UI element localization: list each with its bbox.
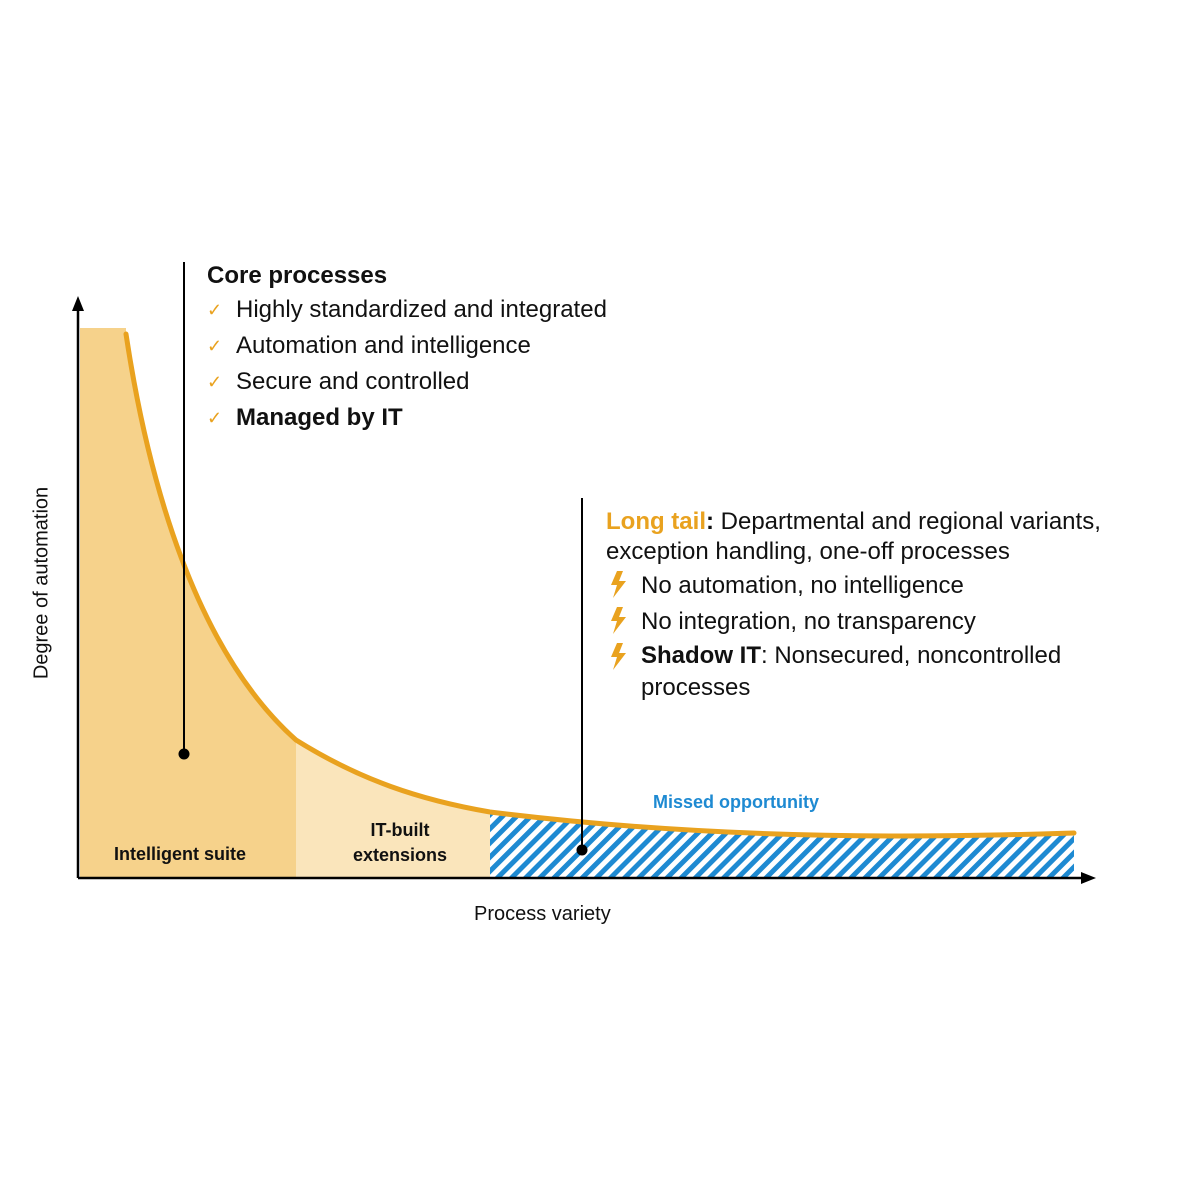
- intelligent-suite-area: [80, 328, 296, 877]
- list-item: ✓ Managed by IT: [207, 400, 607, 436]
- check-icon: ✓: [207, 336, 223, 356]
- long-tail-callout-dot: [576, 844, 588, 856]
- list-item: ✓ Highly standardized and integrated: [207, 292, 607, 328]
- x-axis-label: Process variety: [474, 903, 611, 925]
- list-item: No automation, no intelligence: [608, 568, 1061, 604]
- check-icon: ✓: [207, 372, 223, 392]
- lightning-bolt-icon: [611, 607, 626, 634]
- core-item-label: Automation and intelligence: [236, 332, 531, 359]
- long-tail-issues-list: No automation, no intelligence No integr…: [608, 568, 1061, 704]
- it-built-extensions-label: IT-built extensions: [340, 818, 460, 868]
- list-item: No integration, no transparency: [608, 604, 1061, 640]
- core-item-label: Secure and controlled: [236, 368, 470, 395]
- long-tail-colon: :: [705, 508, 714, 535]
- missed-opportunity-label: Missed opportunity: [653, 792, 819, 812]
- check-icon: ✓: [207, 408, 223, 428]
- long-tail-item-label: No integration, no transparency: [641, 608, 976, 635]
- long-tail-description-line2: exception handling, one-off processes: [606, 538, 1010, 565]
- it-built-label-line2: extensions: [352, 845, 448, 865]
- it-built-extensions-area: [296, 740, 490, 877]
- core-item-label: Managed by IT: [236, 404, 403, 431]
- long-tail-curve: [123, 331, 1077, 839]
- x-axis-arrow: [1081, 872, 1096, 884]
- y-axis-label: Degree of automation: [30, 486, 53, 680]
- it-built-label-line1: IT-built: [370, 820, 430, 840]
- long-tail-label: Long tail: [606, 508, 706, 535]
- core-processes-list: ✓ Highly standardized and integrated ✓ Aut…: [207, 292, 607, 436]
- list-item: ✓ Automation and intelligence: [207, 328, 607, 364]
- check-icon: ✓: [207, 300, 223, 320]
- long-tail-item-label: No automation, no intelligence: [641, 572, 964, 599]
- core-processes-title: Core processes: [207, 262, 388, 289]
- intelligent-suite-label: Intelligent suite: [114, 844, 247, 864]
- shadow-it-text-line2: processes: [641, 674, 751, 701]
- core-item-label: Highly standardized and integrated: [236, 296, 607, 323]
- long-tail-description-line1: Departmental and regional variants,: [713, 508, 1101, 535]
- shadow-it-label: Shadow IT: [641, 642, 761, 669]
- long-tail-heading: Long tail: Departmental and regional var…: [606, 504, 1101, 540]
- y-axis-arrow: [72, 296, 84, 311]
- list-item: ✓ Secure and controlled: [207, 364, 607, 400]
- lightning-bolt-icon: [611, 571, 626, 598]
- list-item: Shadow IT: Nonsecured, noncontrolled pro…: [608, 640, 1061, 704]
- core-callout-dot: [178, 748, 190, 760]
- lightning-bolt-icon: [611, 643, 626, 670]
- shadow-it-text-line1: : Nonsecured, noncontrolled: [761, 642, 1062, 669]
